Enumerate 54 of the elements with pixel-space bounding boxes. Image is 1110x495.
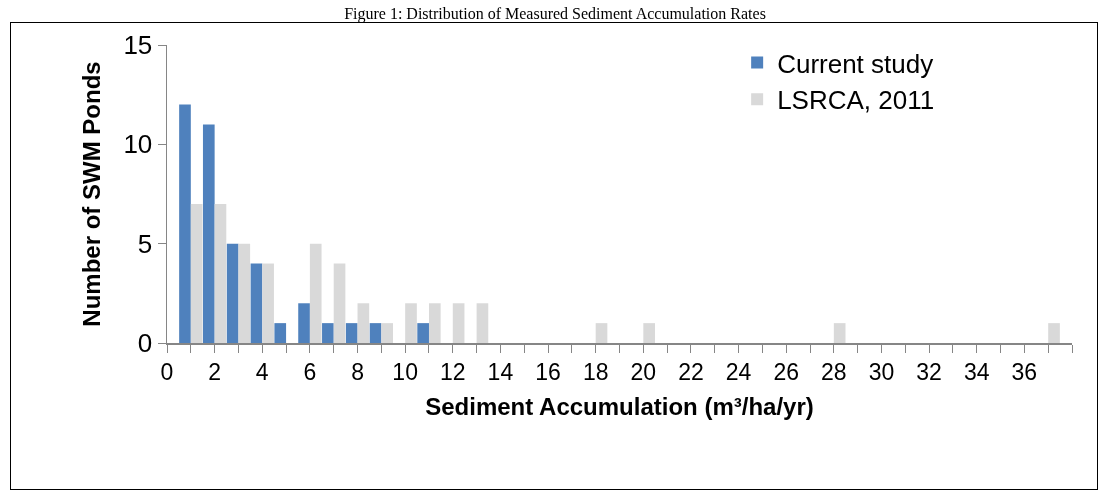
- x-tick-label: 12: [439, 359, 466, 386]
- x-axis-title: Sediment Accumulation (m³/ha/yr): [425, 393, 814, 421]
- x-tick-label: 8: [351, 359, 364, 386]
- bar: [250, 263, 263, 343]
- bar: [190, 203, 203, 343]
- bar: [298, 303, 310, 343]
- bar: [262, 263, 274, 343]
- x-tick-label: 26: [773, 359, 800, 386]
- bar: [1048, 323, 1060, 343]
- x-tick-label: 24: [725, 359, 752, 386]
- x-tick-label: 14: [487, 359, 514, 386]
- bar: [417, 323, 429, 343]
- bar: [214, 203, 227, 343]
- y-tick-label: 0: [137, 328, 153, 359]
- bar: [643, 323, 655, 343]
- bar: [381, 323, 394, 343]
- x-tick-label: 18: [582, 359, 609, 386]
- bar: [333, 263, 346, 343]
- y-axis-title: Number of SWM Ponds: [77, 61, 105, 327]
- x-tick-label: 2: [208, 359, 222, 386]
- legend-label: LSRCA, 2011: [777, 85, 935, 116]
- x-tick-label: 10: [392, 359, 418, 386]
- x-tick-label: 6: [303, 359, 317, 386]
- x-tick-label: 32: [916, 359, 942, 386]
- x-tick-label: 4: [255, 359, 269, 386]
- legend-label: Current study: [777, 48, 934, 79]
- y-tick-label: 15: [123, 30, 153, 61]
- y-tick-label: 5: [137, 228, 153, 259]
- bar: [405, 303, 417, 343]
- bar: [274, 323, 287, 343]
- bar: [357, 303, 370, 343]
- x-tick-label: 36: [1011, 359, 1038, 386]
- x-tick-label: 28: [821, 359, 847, 386]
- x-tick-label: 34: [963, 359, 990, 386]
- bar: [202, 124, 215, 343]
- bar: [226, 243, 239, 343]
- bar: [428, 303, 441, 343]
- bar: [345, 323, 358, 343]
- bar: [452, 303, 465, 343]
- bar: [309, 243, 322, 343]
- bar: [322, 323, 334, 343]
- x-tick-label: 30: [868, 359, 895, 386]
- bar: [238, 243, 251, 343]
- y-tick-label: 10: [123, 129, 153, 160]
- x-tick-label: 0: [160, 359, 174, 386]
- x-tick-label: 22: [678, 359, 704, 386]
- bar: [179, 104, 191, 343]
- bar: [476, 303, 489, 343]
- chart-title: Figure 1: Distribution of Measured Sediment Accumulation Rates: [344, 4, 766, 23]
- bar: [833, 323, 846, 343]
- x-tick-label: 20: [630, 359, 657, 386]
- x-tick-label: 16: [535, 359, 561, 386]
- bar: [595, 323, 608, 343]
- bar: [369, 323, 382, 343]
